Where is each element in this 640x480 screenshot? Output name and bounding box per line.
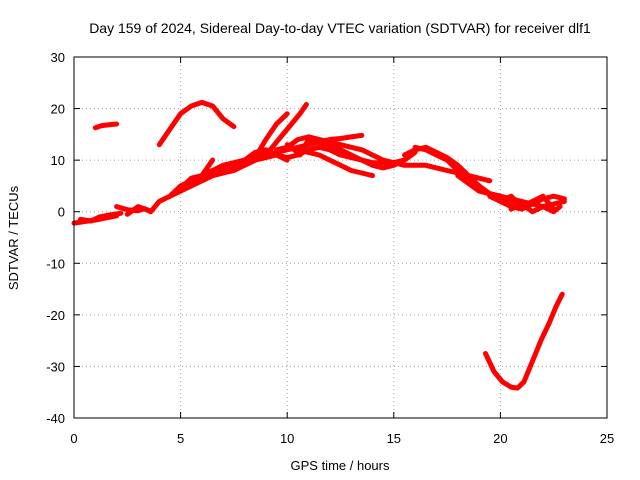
series-line-arc-9 <box>188 152 290 189</box>
series-line-arc-13 <box>263 101 309 158</box>
x-tick-label: 5 <box>177 431 184 446</box>
series-line-arc-19 <box>412 144 503 199</box>
series-line-arc-22 <box>497 193 557 212</box>
series-line-arc-24 <box>483 291 565 391</box>
axis-ticks <box>73 56 608 419</box>
series-line-arc-10 <box>199 157 216 179</box>
y-axis-label: SDTVAR / TECUs <box>6 185 21 290</box>
series-line-arc-6 <box>156 99 237 148</box>
series-line-arc-23 <box>508 201 563 215</box>
y-tick-label: 10 <box>51 153 65 168</box>
y-tick-label: -40 <box>46 411 65 426</box>
y-tick-label: -30 <box>46 359 65 374</box>
y-tick-label: -20 <box>46 308 65 323</box>
y-tick-labels: -40 -30 -20 -10 0 10 20 30 <box>46 50 65 426</box>
series-line-arc-8 <box>178 157 258 191</box>
y-tick-label: 20 <box>51 102 65 117</box>
x-tick-label: 0 <box>70 431 77 446</box>
x-tick-label: 25 <box>600 431 614 446</box>
series-line-arc-5 <box>124 204 152 217</box>
x-tick-label: 10 <box>280 431 294 446</box>
series-line-arc-2 <box>77 210 124 224</box>
plot-frame <box>73 56 608 419</box>
y-tick-label: 0 <box>58 205 65 220</box>
series-line-arc-12 <box>252 111 290 161</box>
series-line-arc-16 <box>289 137 343 158</box>
grid-lines <box>74 57 607 418</box>
y-tick-label: 30 <box>51 50 65 65</box>
x-tick-label: 15 <box>387 431 401 446</box>
x-tick-label: 20 <box>493 431 507 446</box>
series-line-arc-3 <box>92 121 120 131</box>
chart-title: Day 159 of 2024, Sidereal Day-to-day VTE… <box>89 20 591 36</box>
y-tick-label: -10 <box>46 256 65 271</box>
x-tick-labels: 0 5 10 15 20 25 <box>70 431 614 446</box>
series-line-arc-14 <box>274 134 418 171</box>
series-layer <box>71 99 567 391</box>
x-axis-label: GPS time / hours <box>291 458 390 473</box>
